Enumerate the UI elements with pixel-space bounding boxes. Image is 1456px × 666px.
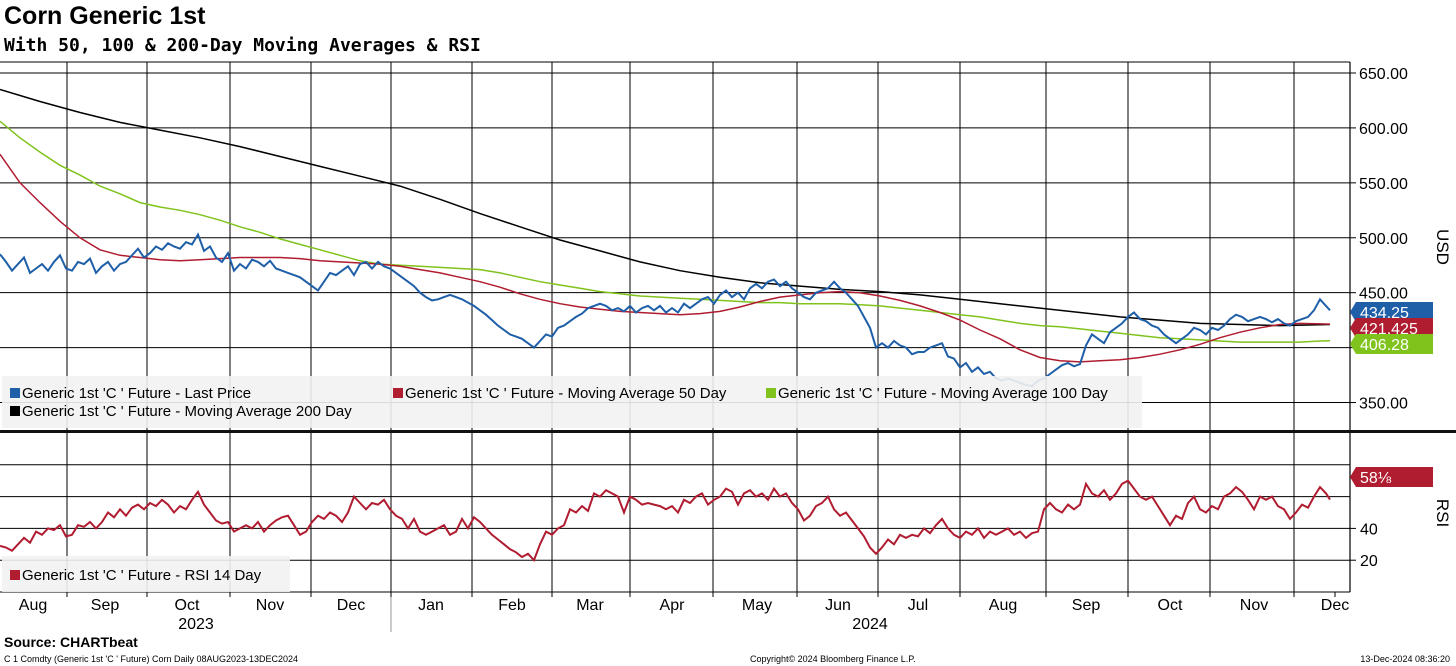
footer-ticker: C 1 Comdty (Generic 1st 'C ' Future) Cor… xyxy=(4,654,299,664)
series-line-rsi xyxy=(0,479,1331,563)
ma100-tag: 406.28 xyxy=(1360,337,1409,354)
series-layer xyxy=(0,88,1331,563)
legend-swatch-ma200 xyxy=(10,406,20,416)
legend-box-price xyxy=(2,376,1142,428)
series-line-ma50 xyxy=(0,153,1331,363)
page-subtitle: With 50, 100 & 200-Day Moving Averages &… xyxy=(4,35,481,56)
page-title: Corn Generic 1st xyxy=(4,2,206,30)
y-tick-label-price: 650.00 xyxy=(1359,66,1408,83)
legend: Generic 1st 'C ' Future - Last Price Gene… xyxy=(2,376,1142,592)
ma50-tag-bg xyxy=(1350,318,1433,338)
y-axis: 350.00400.00450.00500.00550.00600.00650.… xyxy=(1350,66,1452,570)
y-tick-label-rsi: 20 xyxy=(1360,553,1378,570)
rsi-tag: 58⅛ xyxy=(1360,470,1392,487)
y-tick-label-rsi: 40 xyxy=(1360,521,1378,538)
x-tick-label-month: Nov xyxy=(256,597,284,614)
x-tick-label-month: Sep xyxy=(91,597,120,614)
series-line-ma200 xyxy=(0,88,1331,327)
x-year-label-2024: 2024 xyxy=(852,616,888,633)
legend-swatch-last xyxy=(10,388,20,398)
x-tick-label-month: Dec xyxy=(1321,597,1349,614)
x-tick-label-month: Mar xyxy=(576,597,604,614)
legend-label-ma100: Generic 1st 'C ' Future - Moving Average… xyxy=(778,385,1108,402)
legend-box-rsi xyxy=(2,556,290,592)
series-line-ma100 xyxy=(0,120,1331,343)
ma50-tag: 421.425 xyxy=(1360,321,1418,338)
legend-label-rsi: Generic 1st 'C ' Future - RSI 14 Day xyxy=(22,567,262,584)
legend-label-ma50: Generic 1st 'C ' Future - Moving Average… xyxy=(405,385,727,402)
legend-swatch-ma100 xyxy=(766,388,776,398)
y-tick-label-price: 550.00 xyxy=(1359,176,1408,193)
x-tick-label-month: Jun xyxy=(825,597,851,614)
source-label: Source: CHARTbeat xyxy=(4,634,138,650)
x-tick-label-month: Nov xyxy=(1240,597,1268,614)
chart-frame xyxy=(0,61,1456,632)
x-tick-label-month: Aug xyxy=(19,597,47,614)
x-tick-label-month: Jan xyxy=(418,597,444,614)
y-tick-label-price: 500.00 xyxy=(1359,231,1408,248)
y-axis-label-price: USD xyxy=(1433,229,1452,265)
x-year-label-2023: 2023 xyxy=(178,616,214,633)
x-tick-label-month: Feb xyxy=(498,597,526,614)
y-axis-label-rsi: RSI xyxy=(1433,499,1452,527)
x-tick-label-month: Oct xyxy=(175,597,200,614)
x-tick-label-month: Aug xyxy=(989,597,1017,614)
x-tick-label-month: May xyxy=(742,597,772,614)
grid xyxy=(0,62,1350,592)
y-tick-label-price: 450.00 xyxy=(1359,286,1408,303)
x-tick-label-month: Jul xyxy=(908,597,928,614)
x-tick-label-month: Apr xyxy=(660,597,686,614)
series-line-last xyxy=(0,232,1331,388)
x-tick-label-month: Dec xyxy=(337,597,365,614)
rsi-tag-bg xyxy=(1350,467,1433,487)
legend-label-last: Generic 1st 'C ' Future - Last Price xyxy=(22,385,251,402)
last-price-tag-bg xyxy=(1350,302,1433,322)
legend-swatch-rsi xyxy=(10,570,20,580)
legend-label-ma200: Generic 1st 'C ' Future - Moving Average… xyxy=(22,403,352,420)
y-tick-label-price: 350.00 xyxy=(1359,396,1408,413)
x-tick-label-month: Sep xyxy=(1072,597,1101,614)
footer-copyright: Copyright© 2024 Bloomberg Finance L.P. xyxy=(750,654,916,664)
ma100-tag-bg xyxy=(1350,334,1433,354)
y-tick-label-price: 600.00 xyxy=(1359,121,1408,138)
x-axis: Aug Sep Oct Nov Dec Jan Feb Mar Apr May Jun Jul Aug S… xyxy=(19,592,1349,633)
last-price-tag: 434.25 xyxy=(1360,305,1409,322)
footer-timestamp: 13-Dec-2024 08:36:20 xyxy=(1360,654,1450,664)
legend-swatch-ma50 xyxy=(393,388,403,398)
x-tick-label-month: Oct xyxy=(1158,597,1183,614)
